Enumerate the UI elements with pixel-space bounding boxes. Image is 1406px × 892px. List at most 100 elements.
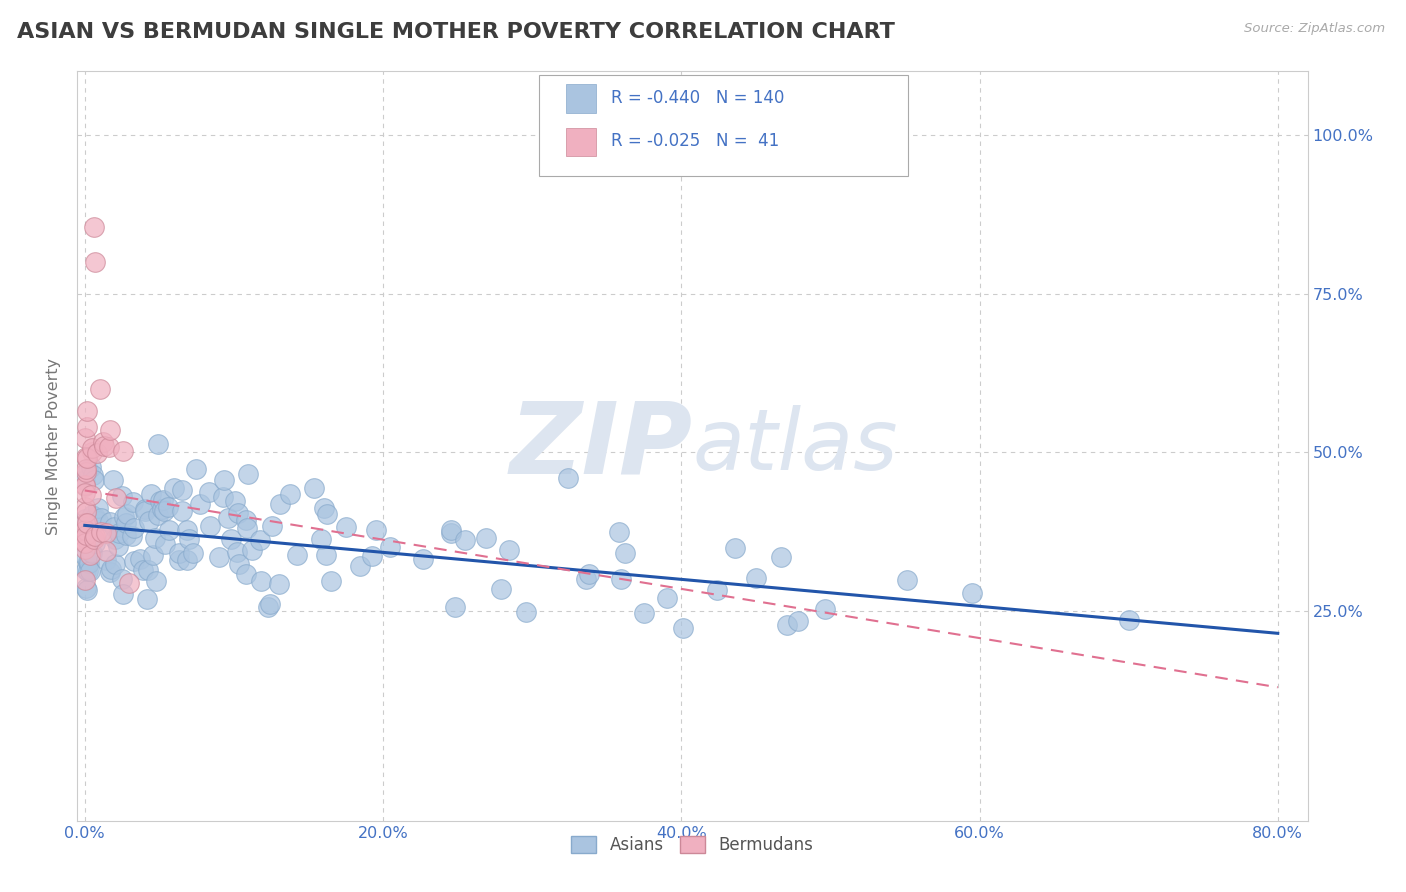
- Point: [312, 500, 335, 515]
- Point: [315, 548, 337, 562]
- Point: [172, 483, 194, 497]
- Point: [75, 505, 97, 519]
- Point: [235, 513, 257, 527]
- Point: [378, 540, 401, 554]
- Point: [73, 573, 96, 587]
- Point: [82, 445, 104, 459]
- Point: [77, 564, 100, 578]
- Point: [153, 504, 176, 518]
- Point: [75, 535, 97, 549]
- Point: [167, 552, 190, 566]
- Point: [80, 546, 103, 560]
- Point: [112, 443, 135, 458]
- Point: [90, 511, 112, 525]
- Point: [960, 586, 983, 600]
- Point: [304, 481, 326, 495]
- Point: [159, 523, 181, 537]
- Point: [515, 605, 537, 619]
- Point: [769, 550, 792, 565]
- Point: [100, 562, 122, 576]
- Point: [73, 478, 96, 492]
- Point: [136, 591, 159, 606]
- Point: [240, 543, 263, 558]
- Point: [86, 514, 108, 528]
- Point: [311, 532, 333, 546]
- Point: [108, 526, 131, 541]
- Point: [167, 546, 190, 560]
- Point: [98, 565, 121, 579]
- Point: [364, 523, 387, 537]
- Point: [75, 542, 97, 557]
- Point: [236, 521, 259, 535]
- Point: [87, 501, 110, 516]
- Point: [98, 441, 121, 455]
- Point: [89, 382, 111, 396]
- Text: R = -0.440   N = 140: R = -0.440 N = 140: [612, 89, 785, 107]
- Point: [172, 504, 194, 518]
- Point: [177, 532, 200, 546]
- Point: [101, 473, 124, 487]
- Point: [896, 573, 918, 587]
- Point: [212, 473, 235, 487]
- Point: [76, 516, 98, 530]
- Point: [176, 552, 198, 566]
- Point: [80, 508, 103, 523]
- Point: [315, 507, 337, 521]
- Point: [655, 591, 678, 605]
- Point: [73, 500, 96, 515]
- Point: [76, 463, 98, 477]
- Point: [79, 531, 101, 545]
- Point: [259, 597, 281, 611]
- Point: [96, 553, 118, 567]
- Point: [124, 520, 146, 534]
- Point: [75, 450, 97, 465]
- Point: [444, 600, 467, 615]
- Point: [76, 419, 98, 434]
- Point: [76, 450, 98, 465]
- Point: [82, 442, 104, 456]
- Point: [73, 473, 96, 487]
- Point: [114, 516, 136, 531]
- Text: R = -0.025   N =  41: R = -0.025 N = 41: [612, 132, 779, 150]
- Point: [335, 520, 357, 534]
- Point: [238, 467, 260, 481]
- Point: [633, 606, 655, 620]
- Point: [190, 498, 212, 512]
- Point: [208, 549, 231, 564]
- Point: [142, 548, 165, 562]
- Point: [153, 537, 176, 551]
- Point: [249, 533, 271, 548]
- Point: [82, 468, 104, 483]
- Point: [228, 557, 250, 571]
- Point: [111, 572, 134, 586]
- Point: [75, 431, 97, 445]
- Point: [150, 502, 173, 516]
- Point: [278, 487, 301, 501]
- Point: [814, 601, 837, 615]
- Point: [183, 546, 205, 560]
- Point: [96, 544, 118, 558]
- Point: [578, 566, 600, 581]
- Point: [149, 494, 172, 508]
- Point: [146, 437, 169, 451]
- Point: [91, 435, 114, 450]
- Point: [75, 523, 97, 537]
- Point: [115, 507, 138, 521]
- Point: [212, 490, 235, 504]
- FancyBboxPatch shape: [565, 85, 596, 113]
- Point: [139, 487, 162, 501]
- Point: [1118, 614, 1140, 628]
- Point: [75, 465, 97, 479]
- Point: [257, 600, 280, 615]
- Point: [76, 582, 98, 597]
- Point: [122, 554, 145, 568]
- Point: [73, 478, 96, 492]
- Point: [776, 617, 799, 632]
- Point: [163, 481, 186, 495]
- FancyBboxPatch shape: [565, 128, 596, 156]
- Point: [75, 462, 97, 476]
- Point: [84, 510, 107, 524]
- Point: [107, 539, 129, 553]
- Point: [73, 533, 96, 548]
- Point: [83, 532, 105, 546]
